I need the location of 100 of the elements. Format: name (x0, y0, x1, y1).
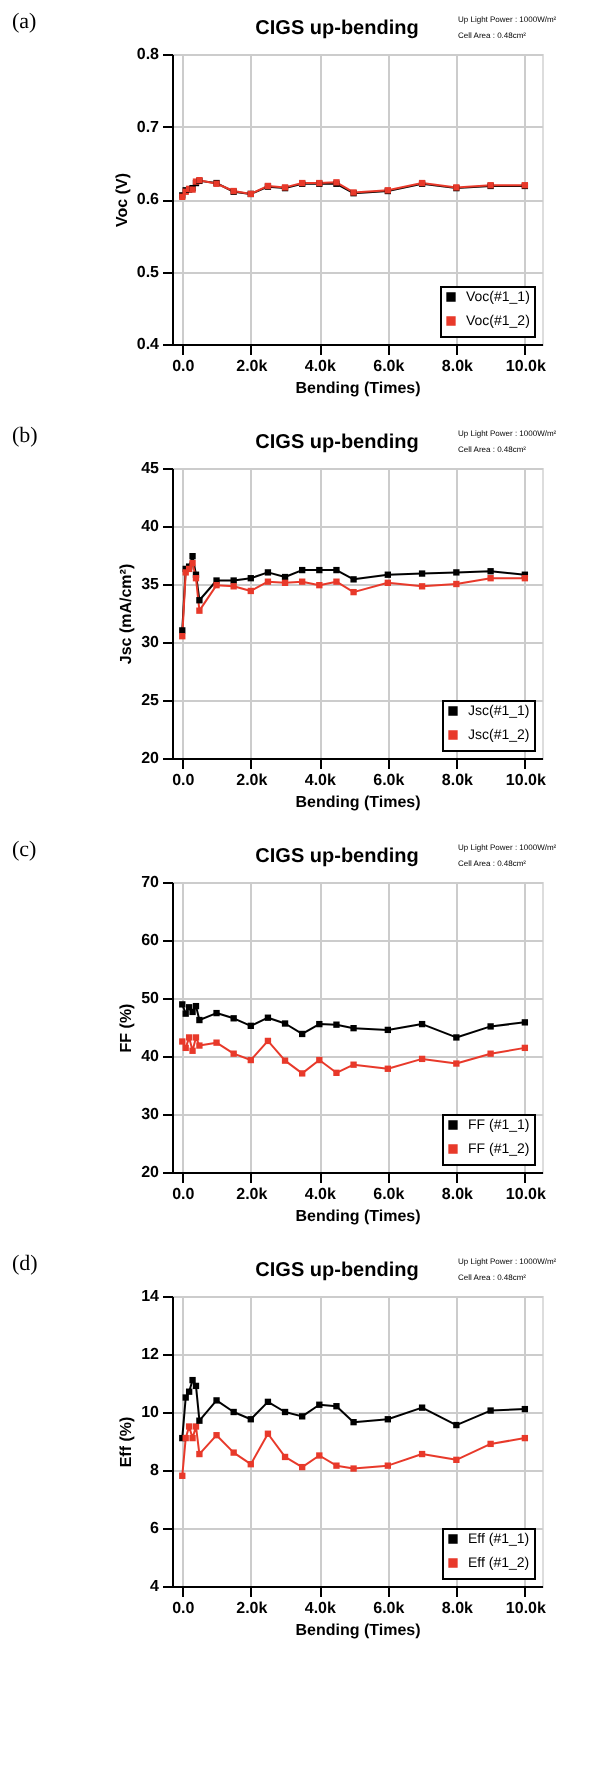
x-tick-label: 2.0k (236, 357, 269, 375)
point (418, 1450, 426, 1458)
point (453, 1421, 460, 1429)
point (196, 1417, 203, 1424)
y-tick-label: 8 (150, 1461, 161, 1479)
x-axis-title: Bending (Times) (295, 1207, 422, 1225)
point (189, 1376, 196, 1384)
x-tick-label: 6.0k (373, 1599, 406, 1617)
point (182, 1010, 189, 1017)
point (247, 575, 254, 582)
point (281, 573, 289, 581)
x-tick-label: 6.0k (373, 771, 406, 789)
point (333, 1462, 340, 1469)
point (185, 1034, 193, 1041)
point (213, 1009, 220, 1017)
point (247, 587, 254, 595)
point (247, 1022, 254, 1029)
point (453, 1034, 460, 1041)
point (350, 1025, 357, 1032)
point (281, 579, 289, 586)
point (418, 1404, 426, 1411)
point (299, 578, 306, 585)
text: (d) (12, 1252, 39, 1276)
point (299, 1070, 306, 1077)
x-tick-label: 8.0k (441, 1185, 475, 1203)
point (179, 633, 186, 640)
point (247, 1461, 254, 1468)
chart-title: CIGS up-bending (255, 18, 419, 40)
y-tick-label: 30 (141, 1105, 161, 1123)
x-axis-title: Bending (Times) (295, 793, 422, 811)
point (247, 1416, 254, 1423)
point (316, 1452, 323, 1459)
y-tick-label: 20 (141, 749, 161, 767)
point (316, 566, 323, 574)
point (189, 1434, 196, 1442)
point (299, 566, 306, 574)
point (230, 577, 237, 584)
point (230, 1015, 237, 1022)
text: (c) (12, 838, 38, 862)
point (384, 1065, 391, 1072)
point (350, 1418, 357, 1426)
point (192, 1423, 200, 1430)
y-tick-label: 0.7 (136, 117, 161, 136)
point (316, 582, 323, 589)
y-tick-label: 25 (141, 691, 161, 709)
point (179, 627, 186, 634)
y-tick-label: 40 (141, 517, 161, 535)
point (333, 566, 340, 574)
y-tick-label: 0.8 (136, 45, 161, 63)
point (264, 1037, 272, 1045)
point (299, 1463, 306, 1471)
point (281, 1057, 289, 1064)
x-tick-label: 2.0k (236, 771, 269, 789)
x-axis-title: Bending (Times) (295, 379, 422, 397)
x-tick-label: 2.0k (236, 1185, 269, 1203)
text: (a) (12, 10, 38, 34)
y-axis-title: FF (%) (117, 1002, 136, 1053)
point (316, 1056, 323, 1064)
point (281, 1020, 289, 1027)
point (185, 1388, 193, 1395)
point (453, 569, 460, 576)
point (350, 576, 357, 583)
point (521, 1044, 529, 1052)
y-tick-label: 6 (150, 1519, 161, 1537)
y-axis-title: Eff (%) (117, 1416, 136, 1468)
point (299, 1030, 306, 1038)
x-tick-label: 0.0 (172, 771, 196, 789)
point (487, 1023, 494, 1030)
x-tick-label: 2.0k (236, 1599, 269, 1617)
point (384, 1026, 391, 1034)
point (182, 1394, 189, 1401)
point (316, 1401, 323, 1408)
point (264, 1014, 272, 1021)
y-tick-label: 12 (141, 1345, 161, 1363)
y-tick-label: 60 (141, 931, 161, 949)
point (230, 1050, 237, 1057)
point (264, 1398, 272, 1406)
point (230, 583, 237, 590)
y-tick-label: 14 (141, 1287, 161, 1305)
point (196, 1042, 203, 1049)
point (333, 1403, 340, 1410)
y-axis-title: Jsc (mA/cm²) (117, 563, 136, 665)
point (213, 1432, 220, 1439)
y-tick-label: 0.5 (136, 262, 161, 281)
point (179, 1001, 186, 1008)
point (384, 1462, 391, 1469)
point (418, 1055, 426, 1063)
point (418, 1020, 426, 1028)
x-tick-label: 10.0k (505, 1185, 547, 1203)
point (182, 1044, 189, 1052)
point (192, 1034, 200, 1041)
point (179, 1038, 186, 1045)
point (213, 582, 220, 589)
point (281, 1408, 289, 1416)
point (487, 1050, 494, 1057)
point (264, 569, 272, 576)
point (299, 1413, 306, 1420)
x-tick-label: 0.0 (172, 1185, 196, 1203)
chart-title: CIGS up-bending (255, 432, 419, 454)
point (453, 1456, 460, 1464)
